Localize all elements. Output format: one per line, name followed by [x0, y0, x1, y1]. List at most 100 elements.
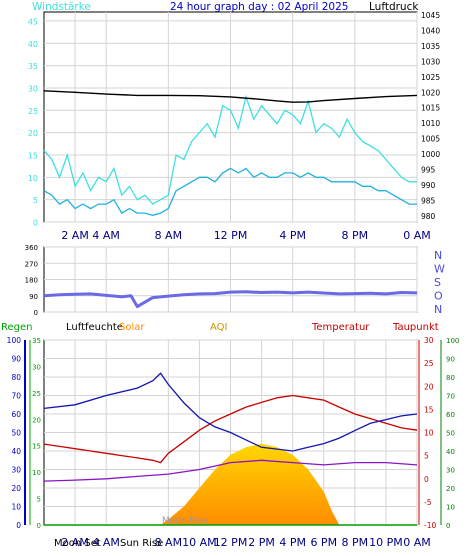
pressure-tick-label: 1045: [421, 11, 440, 20]
wind-tick-label: 45: [28, 17, 38, 26]
wind-tick-label: 10: [28, 174, 38, 183]
time-tick-label: 8 AM: [155, 229, 183, 242]
solar-tick-label: 60: [446, 411, 455, 419]
humidity-tick-label: 100: [7, 336, 22, 345]
time-tick-label: 8 AM: [155, 536, 183, 549]
humidity-line: [43, 372, 418, 452]
time-tick-label: 2 AM: [61, 229, 89, 242]
pressure-tick-label: 1010: [421, 119, 440, 128]
time-tick-label: 0 AM: [403, 229, 431, 242]
humidity-tick-label: 20: [11, 484, 21, 493]
time-tick-label: 2 PM: [248, 536, 275, 549]
time-tick-label: 4 PM: [279, 229, 306, 242]
pressure-tick-label: 1005: [421, 135, 440, 144]
pressure-tick-label: 1015: [421, 104, 440, 113]
legend-humidity: Luftfeuchte: [66, 322, 123, 333]
pressure-tick-label: 995: [421, 166, 436, 175]
pressure-line: [43, 90, 418, 103]
compass-label: S: [434, 276, 441, 289]
solar-tick-label: 20: [446, 485, 455, 493]
pressure-axis-title: Luftdruck: [369, 1, 419, 13]
rain-tick-label: 10: [32, 469, 41, 477]
wind-tick-label: 15: [28, 151, 38, 160]
compass-label: N: [434, 249, 442, 262]
solar-tick-label: 40: [446, 448, 455, 456]
moon-rise-label: Moon Rise: [162, 516, 209, 526]
temperature-tick-label: 5: [424, 452, 429, 461]
rain-tick-label: 20: [32, 416, 41, 424]
solar-tick-label: 0: [446, 522, 450, 530]
pressure-tick-label: 990: [421, 181, 436, 190]
temperature-tick-label: 0: [424, 475, 429, 484]
time-tick-label: 6 PM: [310, 536, 337, 549]
time-tick-label: 8 PM: [342, 229, 369, 242]
time-tick-label: 4 PM: [279, 536, 306, 549]
rain-tick-label: 25: [32, 390, 41, 398]
direction-tick-label: 0: [34, 309, 38, 317]
legend-solar: Solar: [119, 322, 145, 333]
solar-tick-label: 50: [446, 430, 455, 438]
combined-panel: 010203040506070809010005101520253035-10-…: [7, 336, 460, 549]
compass-label: N: [434, 303, 442, 316]
temperature-tick-label: 15: [424, 405, 434, 414]
pressure-tick-label: 1025: [421, 73, 440, 82]
humidity-tick-label: 90: [11, 355, 21, 364]
direction-tick-label: 90: [29, 293, 38, 301]
humidity-tick-label: 50: [11, 429, 21, 438]
direction-tick-label: 270: [25, 260, 38, 268]
time-tick-label: 4 AM: [92, 229, 120, 242]
wind-direction-line: [43, 290, 418, 309]
time-tick-label: 8 PM: [342, 536, 369, 549]
direction-tick-label: 180: [25, 277, 38, 285]
time-tick-label: 10 PM: [369, 536, 403, 549]
solar-tick-label: 10: [446, 504, 455, 512]
solar-area: [160, 443, 340, 525]
humidity-tick-label: 10: [11, 503, 21, 512]
compass-label: W: [434, 263, 445, 276]
rain-tick-label: 30: [32, 363, 41, 371]
pressure-tick-label: 985: [421, 196, 436, 205]
temperature-tick-label: -10: [424, 521, 436, 530]
solar-tick-label: 30: [446, 467, 455, 475]
solar-tick-label: 100: [446, 337, 459, 345]
temperature-tick-label: 20: [424, 382, 434, 391]
temperature-tick-label: 30: [424, 336, 434, 345]
time-tick-label: 10 AM: [182, 536, 217, 549]
humidity-tick-label: 0: [16, 521, 21, 530]
direction-tick-label: 360: [25, 244, 38, 252]
humidity-tick-label: 30: [11, 466, 21, 475]
temperature-tick-label: -5: [424, 498, 432, 507]
humidity-tick-label: 80: [11, 373, 21, 382]
pressure-tick-label: 1030: [421, 57, 440, 66]
pressure-tick-label: 1000: [421, 150, 440, 159]
humidity-tick-label: 70: [11, 392, 21, 401]
wind-tick-label: 35: [28, 62, 38, 71]
time-tick-label: 2 AM: [61, 536, 89, 549]
wind-gust-line: [43, 94, 417, 205]
time-tick-label: 12 PM: [214, 229, 248, 242]
humidity-tick-label: 60: [11, 410, 21, 419]
wind-axis-title: Windstärke: [32, 1, 91, 13]
temperature-tick-label: 25: [424, 359, 434, 368]
legend-rain: Regen: [1, 322, 33, 333]
chart-title: 24 hour graph day : 02 April 2025: [170, 1, 348, 13]
temperature-line: [43, 394, 418, 464]
wind-tick-label: 20: [28, 129, 38, 138]
pressure-tick-label: 1020: [421, 88, 440, 97]
wind-tick-label: 0: [33, 219, 38, 228]
time-tick-label: 4 AM: [92, 536, 120, 549]
wind-tick-label: 30: [28, 84, 38, 93]
pressure-tick-label: 980: [421, 212, 436, 221]
rain-tick-label: 5: [37, 496, 41, 504]
moon-set-label: Moon Set: [54, 538, 101, 549]
wind-tick-label: 5: [33, 196, 38, 205]
solar-tick-label: 80: [446, 374, 455, 382]
time-tick-label: 12 PM: [214, 536, 248, 549]
pressure-tick-label: 1040: [421, 27, 440, 36]
pressure-tick-label: 1035: [421, 42, 440, 51]
wind-tick-label: 25: [28, 107, 38, 116]
humidity-tick-label: 40: [11, 447, 21, 456]
